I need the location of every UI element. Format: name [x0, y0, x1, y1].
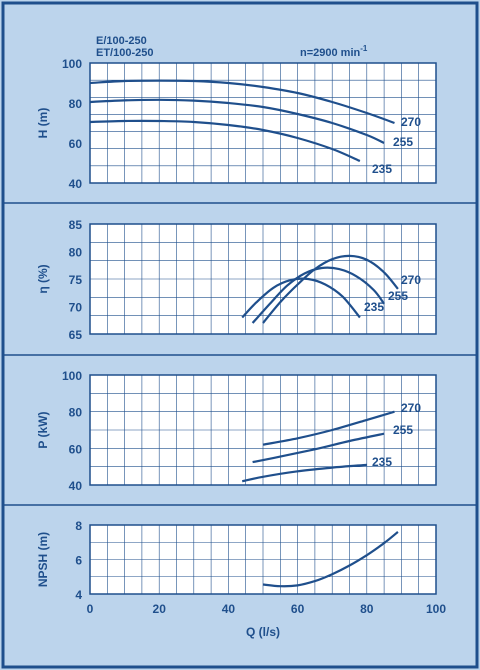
y-tick-label: 75	[69, 273, 83, 287]
series-label-270: 270	[401, 115, 421, 129]
panel-4: 4 6 8 NPSH (m) 0 20 40 60 80 100 Q (l/s)	[4, 504, 476, 639]
series-line	[262, 531, 399, 588]
series-line-235	[241, 463, 367, 483]
model-title-line2: ET/100-250	[96, 47, 153, 59]
grid	[90, 224, 436, 334]
x-tick-label: 80	[360, 602, 374, 616]
speed-label: n=2900 min-1	[300, 44, 368, 59]
series-line-270	[262, 410, 395, 446]
y-tick-label: 80	[69, 97, 83, 111]
y-axis-label: H (m)	[36, 108, 50, 139]
series-line-255	[252, 432, 385, 464]
x-tick-label: 100	[426, 602, 446, 616]
x-tick-label: 20	[153, 602, 167, 616]
y-tick-label: 40	[69, 177, 83, 191]
series-label-255: 255	[393, 135, 413, 149]
series-line-270	[89, 79, 395, 125]
panel-3: 40 60 80 100 P (kW) 270 255 235	[4, 354, 476, 493]
model-title-line1: E/100-250	[96, 35, 147, 47]
y-tick-label: 40	[69, 479, 83, 493]
y-tick-label: 60	[69, 137, 83, 151]
series-line-235	[89, 119, 361, 163]
y-tick-label: 100	[62, 369, 82, 383]
grid	[90, 525, 436, 594]
series-line-270	[262, 254, 399, 324]
y-axis-label: P (kW)	[36, 411, 50, 448]
y-tick-label: 80	[69, 406, 83, 420]
series-line-255	[89, 98, 385, 145]
y-tick-label: 4	[75, 588, 82, 602]
y-tick-label: 70	[69, 301, 83, 315]
y-axis-label: η (%)	[36, 264, 50, 293]
speed-label-text: n=2900 min	[300, 47, 361, 59]
x-tick-label: 60	[291, 602, 305, 616]
grid	[90, 375, 436, 485]
series-label-235: 235	[364, 300, 384, 314]
y-tick-label: 60	[69, 442, 83, 456]
y-tick-label: 100	[62, 57, 82, 71]
series-line-255	[251, 266, 385, 324]
y-tick-label: 85	[69, 218, 83, 232]
series-label-255: 255	[388, 289, 408, 303]
series-line-235	[241, 277, 361, 319]
grid	[90, 63, 436, 183]
x-tick-label: 0	[87, 602, 94, 616]
series-label-270: 270	[401, 273, 421, 287]
y-axis-label: NPSH (m)	[36, 532, 50, 587]
series-label-255: 255	[393, 423, 413, 437]
y-tick-label: 8	[75, 519, 82, 533]
y-tick-label: 65	[69, 328, 83, 342]
speed-label-exponent: -1	[360, 44, 368, 53]
x-axis-label: Q (l/s)	[246, 625, 280, 639]
series-label-270: 270	[401, 401, 421, 415]
series-label-235: 235	[372, 455, 392, 469]
y-tick-label: 6	[75, 554, 82, 568]
x-tick-label: 40	[222, 602, 236, 616]
panel-2: 65 70 75 80 85 η (%) 270 255 235	[4, 202, 476, 342]
y-tick-label: 80	[69, 246, 83, 260]
series-label-235: 235	[372, 162, 392, 176]
